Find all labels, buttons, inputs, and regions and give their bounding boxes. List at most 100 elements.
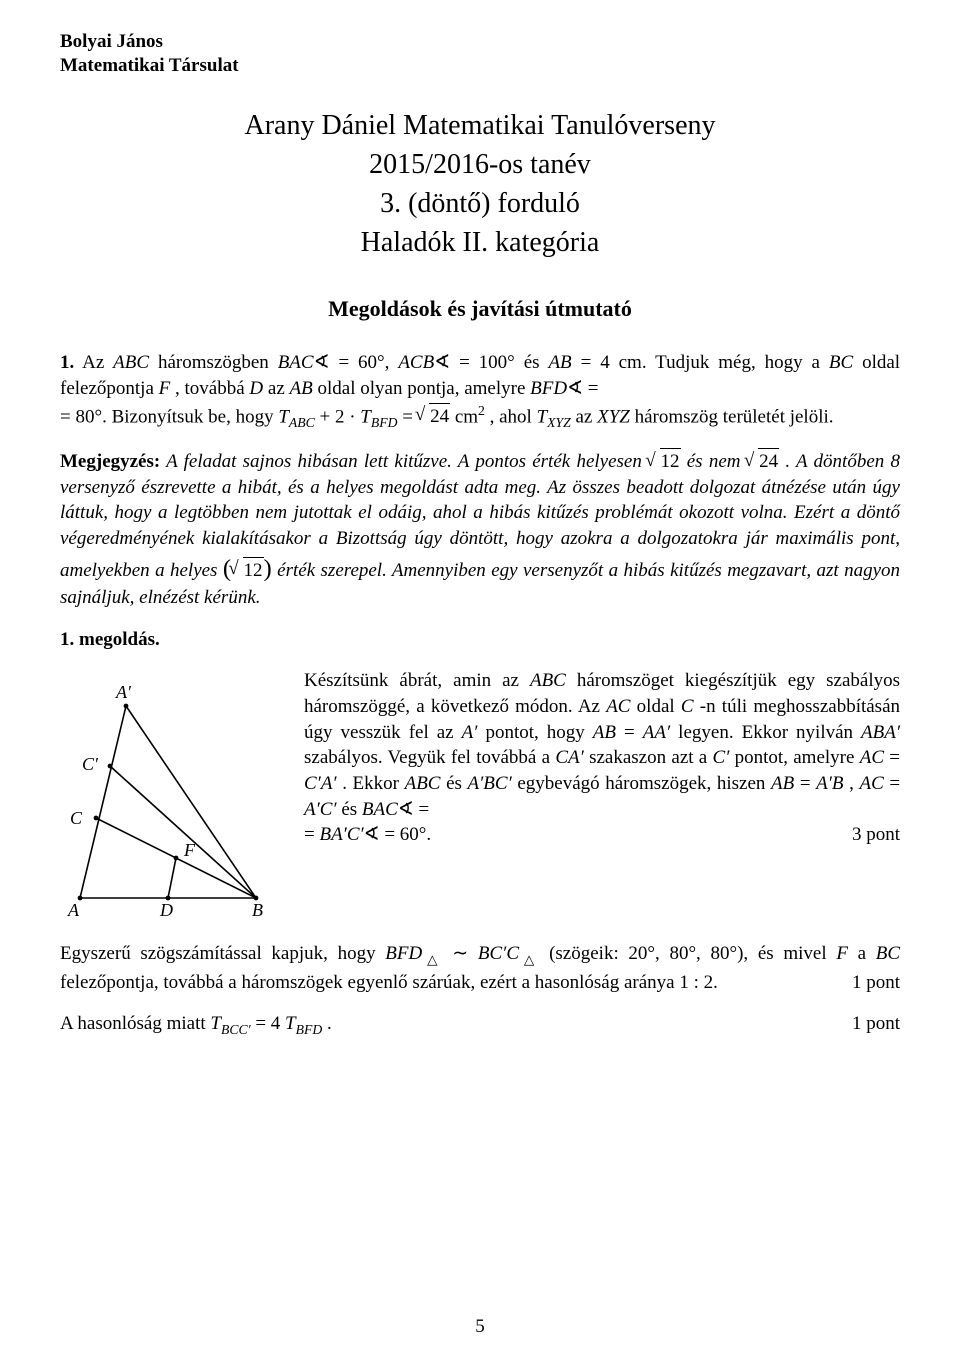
p-ang2: ∢ — [434, 352, 450, 373]
af-F: F — [836, 943, 848, 964]
p-eq100: = 100° és — [459, 352, 548, 373]
s-eq: = — [624, 722, 643, 743]
p-txt-g: , ahol — [490, 406, 537, 427]
note-b: és nem — [687, 451, 747, 472]
s-AprimeCprime: A′C′ — [304, 799, 337, 820]
p-txt-i: háromszög területét jelöli. — [635, 406, 834, 427]
af-d1: △ — [422, 952, 442, 967]
solution-row: ADBCFC′A′ Készítsünk ábrát, amin az ABC … — [60, 668, 900, 923]
title-block: Arany Dániel Matematikai Tanulóverseny 2… — [60, 106, 900, 263]
p-AB: AB — [548, 352, 571, 373]
af-BFD: BFD — [385, 943, 422, 964]
s-C: C — [681, 696, 694, 717]
p-txt-h: az — [575, 406, 597, 427]
af-e: A hasonlóság miatt — [60, 1013, 210, 1034]
points-3: 3 pont — [852, 822, 900, 848]
p-ang1: ∢ — [314, 352, 330, 373]
p-sqrt24-val: 24 — [429, 403, 450, 430]
p-txt-e: az — [268, 378, 290, 399]
af-BCprimeC: BC′C — [478, 943, 519, 964]
af-TBCCprime-sub: BCC′ — [221, 1022, 251, 1037]
org-line-1: Bolyai János — [60, 30, 900, 54]
org-block: Bolyai János Matematikai Társulat — [60, 30, 900, 78]
note-label: Megjegyzés: — [60, 451, 160, 472]
note-sqrt24: 24 — [747, 448, 779, 475]
svg-text:F: F — [183, 840, 196, 860]
s-eq4: = — [889, 773, 900, 794]
af-period: . — [327, 1013, 332, 1034]
after-fig-2: A hasonlóság miatt TBCC′ = 4 TBFD . 1 po… — [60, 1011, 900, 1039]
p-TXYZ: T — [537, 406, 548, 427]
s-comma1: , — [849, 773, 859, 794]
p-plus2: + 2 · — [320, 406, 361, 427]
p-BC: BC — [829, 352, 853, 373]
s-m: és — [341, 799, 362, 820]
svg-text:C′: C′ — [82, 754, 99, 774]
s-BAC2: BAC — [362, 799, 398, 820]
p-txt-a: Az — [82, 352, 113, 373]
p-TABC: T — [278, 406, 289, 427]
triangle-figure: ADBCFC′A′ — [60, 668, 280, 918]
p-cm2: cm — [455, 406, 478, 427]
points-1b: 1 pont — [852, 1011, 900, 1037]
p-TABC-sub: ABC — [289, 415, 315, 430]
s-CAprime: CA′ — [555, 747, 583, 768]
s-j: . Ekkor — [342, 773, 404, 794]
page: Bolyai János Matematikai Társulat Arany … — [0, 0, 960, 1358]
note-sqrt12b: 12 — [231, 557, 263, 584]
solution-heading: 1. megoldás. — [60, 627, 900, 653]
subtitle: Megoldások és javítási útmutató — [60, 296, 900, 322]
s-AB2: AB — [593, 722, 616, 743]
p-TXYZ-sub: XYZ — [547, 415, 571, 430]
s-ABC2: ABC — [405, 773, 441, 794]
s-BAprimeCprime: BA′C′ — [319, 824, 363, 845]
af-a: Egyszerű szögszámítással kapjuk, hogy — [60, 943, 385, 964]
s-h: szakaszon azt a — [589, 747, 712, 768]
note-sqrt12-val: 12 — [660, 448, 681, 475]
af-d: felezőpontja, továbbá a háromszögek egye… — [60, 972, 718, 993]
af-d2: △ — [519, 952, 539, 967]
s-AC: AC — [606, 696, 630, 717]
s-AB3: AB — [771, 773, 794, 794]
af-c: a — [858, 943, 876, 964]
p-D: D — [249, 378, 263, 399]
svg-text:B: B — [252, 900, 263, 918]
s-eq3: = — [800, 773, 816, 794]
note-close: ) — [264, 555, 272, 582]
title-line-2: 2015/2016-os tanév — [60, 145, 900, 184]
svg-text:D: D — [159, 900, 173, 918]
p-eq80b: = 80°. Bizonyítsuk be, hogy — [60, 406, 278, 427]
note-a: A feladat sajnos hibásan lett kitűzve. A… — [166, 451, 648, 472]
solution-text-col: Készítsünk ábrát, amin az ABC háromszöge… — [304, 668, 900, 847]
svg-text:A: A — [67, 900, 80, 918]
af-TBFD-sub: BFD — [296, 1022, 323, 1037]
af-sim: ∼ — [452, 943, 478, 964]
p-XYZ: XYZ — [597, 406, 630, 427]
p-txt-f: oldal olyan pontja, amelyre — [318, 378, 531, 399]
p-eq60: = 60°, — [338, 352, 398, 373]
after-fig-1: Egyszerű szögszámítással kapjuk, hogy BF… — [60, 941, 900, 995]
af-b: (szögeik: 20°, 80°, 80°), és mivel — [549, 943, 836, 964]
p-F: F — [159, 378, 171, 399]
points-1a: 1 pont — [852, 970, 900, 996]
s-CprimeAprime: C′A′ — [304, 773, 337, 794]
org-line-2: Matematikai Társulat — [60, 54, 900, 78]
s-eq60b: = 60°. — [384, 824, 431, 845]
p-eq80: = — [588, 378, 599, 399]
title-line-1: Arany Dániel Matematikai Tanulóverseny — [60, 106, 900, 145]
s-Cprime: C′ — [713, 747, 730, 768]
svg-text:A′: A′ — [115, 682, 132, 702]
p-BFD: BFD — [530, 378, 567, 399]
p-ang3: ∢ — [567, 378, 583, 399]
s-f: legyen. Ekkor nyilván — [678, 722, 861, 743]
s-a: Készítsünk ábrát, amin az — [304, 670, 530, 691]
af-TBFD: T — [285, 1013, 296, 1034]
s-ABC: ABC — [530, 670, 566, 691]
p-txt-b: háromszögben — [158, 352, 278, 373]
s-Aprime: A′ — [462, 722, 478, 743]
s-l: egybevágó háromszögek, hiszen — [517, 773, 771, 794]
figure-col: ADBCFC′A′ — [60, 668, 280, 923]
title-line-4: Haladók II. kategória — [60, 223, 900, 262]
s-AC3: AC — [860, 773, 884, 794]
s-c: oldal — [637, 696, 681, 717]
